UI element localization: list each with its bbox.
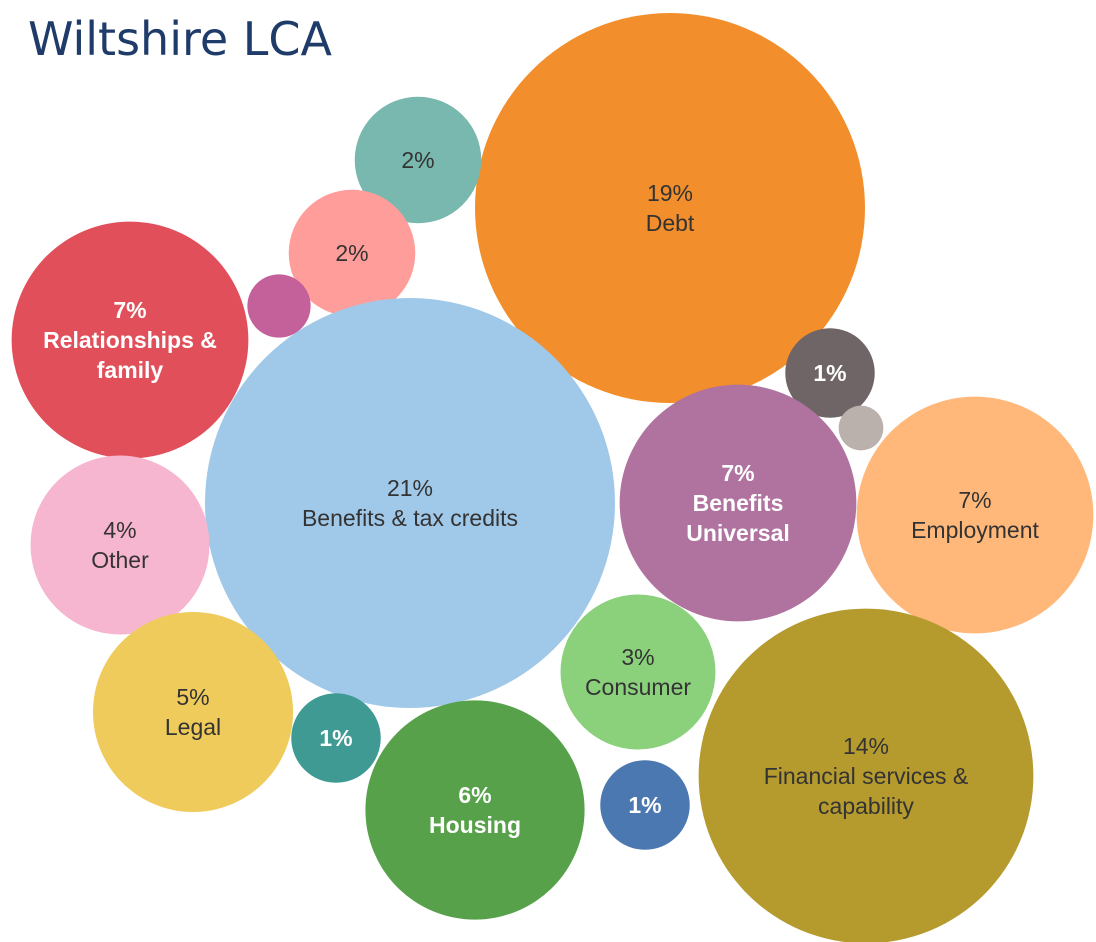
bubble-label: 3% Consumer — [563, 642, 713, 702]
value-label: 14% — [842, 733, 890, 759]
value-label: 7% — [113, 297, 147, 323]
bubble — [247, 274, 311, 338]
category-label: Other — [91, 547, 149, 573]
category-label: Relationships & family — [43, 327, 217, 383]
value-label: 2% — [401, 147, 435, 173]
bubble — [365, 700, 585, 920]
value-label: 4% — [103, 517, 137, 543]
value-label: 2% — [335, 240, 369, 266]
bubble-label: 6% Housing — [385, 780, 565, 840]
bubble-label: 19% Debt — [520, 178, 820, 238]
category-label: Benefits Universal — [686, 490, 790, 546]
bubble — [838, 405, 884, 451]
value-label: 7% — [721, 460, 755, 486]
category-label: Debt — [645, 210, 695, 236]
bubble — [291, 693, 381, 783]
bubble-label: 1% — [296, 723, 376, 753]
bubble — [92, 611, 294, 813]
bubble — [354, 96, 482, 224]
category-label: Consumer — [584, 674, 692, 700]
category-label: Employment — [911, 517, 1039, 543]
bubble-label: 1% — [790, 358, 870, 388]
value-label: 5% — [176, 684, 210, 710]
value-label: 1% — [628, 792, 662, 818]
bubble-label: 21% Benefits & tax credits — [240, 473, 580, 533]
bubble — [30, 455, 210, 635]
bubble-label: 7% Relationships & family — [20, 295, 240, 385]
value-label: 1% — [813, 360, 847, 386]
bubble — [205, 298, 615, 708]
category-label: Benefits & tax credits — [301, 505, 519, 531]
bubble-label: 2% — [302, 238, 402, 268]
value-label: 7% — [958, 487, 992, 513]
bubble-label: 5% Legal — [113, 682, 273, 742]
bubble — [600, 760, 690, 850]
value-label: 19% — [646, 180, 694, 206]
bubble — [288, 189, 416, 317]
bubble — [11, 221, 249, 459]
value-label: 3% — [621, 644, 655, 670]
bubble-label: 7% Benefits Universal — [663, 458, 813, 548]
bubble — [698, 608, 1034, 942]
bubble — [619, 384, 857, 622]
value-label: 21% — [386, 475, 434, 501]
category-label: Financial services & capability — [763, 763, 969, 819]
bubble — [856, 396, 1094, 634]
bubble-label: 1% — [600, 790, 690, 820]
bubble-label: 2% — [368, 145, 468, 175]
bubble-label: 4% Other — [45, 515, 195, 575]
category-label: Housing — [429, 812, 521, 838]
value-label: 6% — [458, 782, 492, 808]
bubble — [785, 328, 875, 418]
chart-title: Wiltshire LCA — [28, 12, 333, 66]
bubble-label: 14% Financial services & capability — [721, 731, 1011, 821]
value-label: 1% — [319, 725, 353, 751]
bubble — [475, 13, 865, 403]
bubble-label: 7% Employment — [875, 485, 1075, 545]
category-label: Legal — [164, 714, 222, 740]
bubble — [560, 594, 716, 750]
